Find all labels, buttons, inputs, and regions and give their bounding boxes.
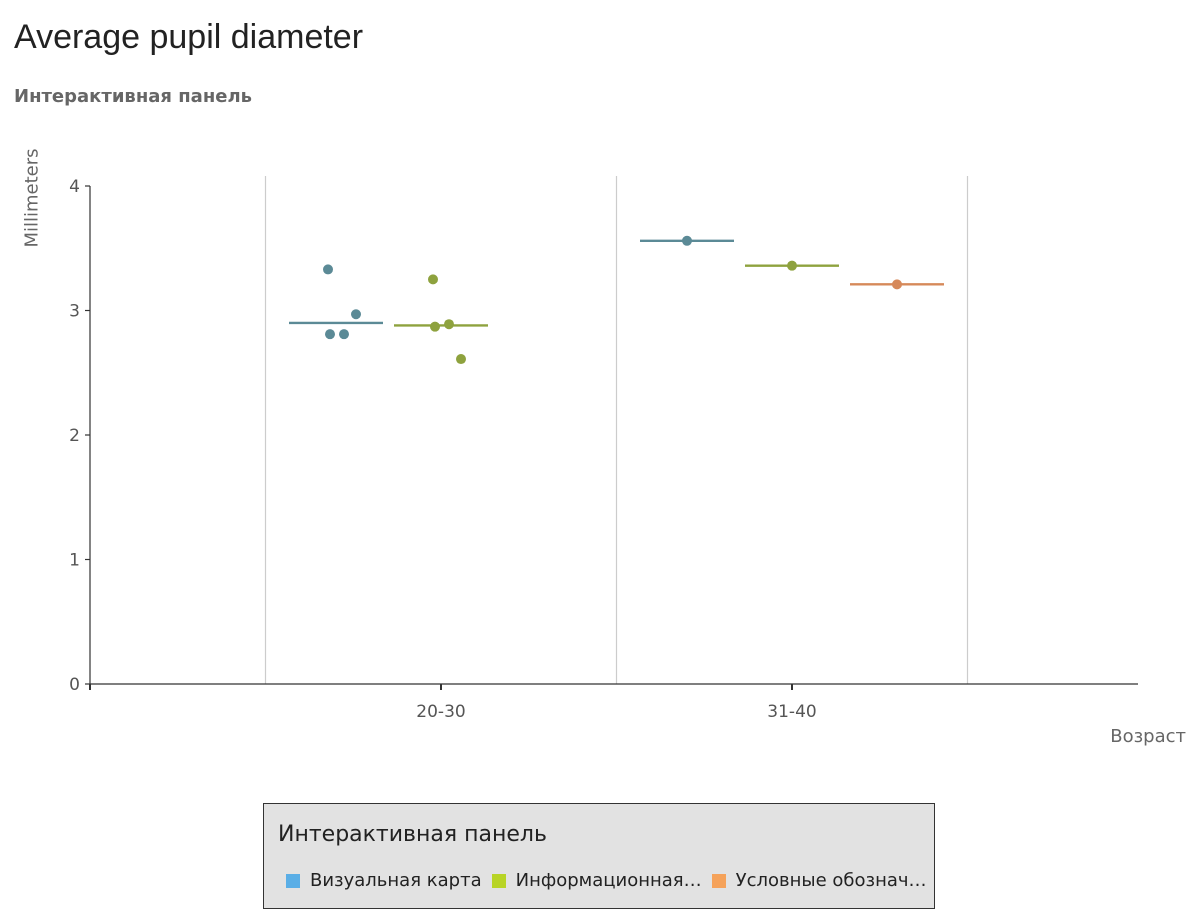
y-tick-label: 3 [69,302,80,322]
legend-title: Интерактивная панель [278,822,547,847]
chart-title: Average pupil diameter [14,18,364,56]
legend: Интерактивная панель Визуальная карта Инф… [263,803,935,909]
data-point [430,321,440,332]
legend-swatch [711,873,726,888]
legend-item[interactable]: Информационная… [491,870,702,891]
data-point [787,260,797,271]
data-point [323,264,333,275]
data-point [892,279,902,290]
legend-label: Информационная… [515,870,702,891]
data-point [351,309,361,320]
data-point [456,354,466,365]
x-tick-label: 20-30 [416,702,465,722]
legend-item[interactable]: Визуальная карта [286,870,482,891]
y-tick-label: 2 [69,426,80,446]
y-tick-label: 0 [69,675,80,695]
chart-subtitle: Интерактивная панель [14,86,253,107]
y-tick-label: 1 [69,551,80,571]
x-axis-label: Возраст [1110,726,1186,747]
x-tick-label: 31-40 [767,702,816,722]
legend-label: Условные обознач… [735,870,927,891]
legend-items: Визуальная карта Информационная… Условные … [286,870,927,891]
legend-swatch [491,873,506,888]
data-point [682,235,692,246]
y-tick-label: 4 [69,177,80,197]
data-point [339,329,349,340]
data-point [444,319,454,330]
data-point [325,329,335,340]
legend-label: Визуальная карта [310,870,482,891]
legend-item[interactable]: Условные обознач… [711,870,927,891]
data-point [428,274,438,285]
chart-plot-area: 0 1 2 3 4 20-30 31-40 [69,176,1138,722]
legend-swatch [286,873,300,888]
